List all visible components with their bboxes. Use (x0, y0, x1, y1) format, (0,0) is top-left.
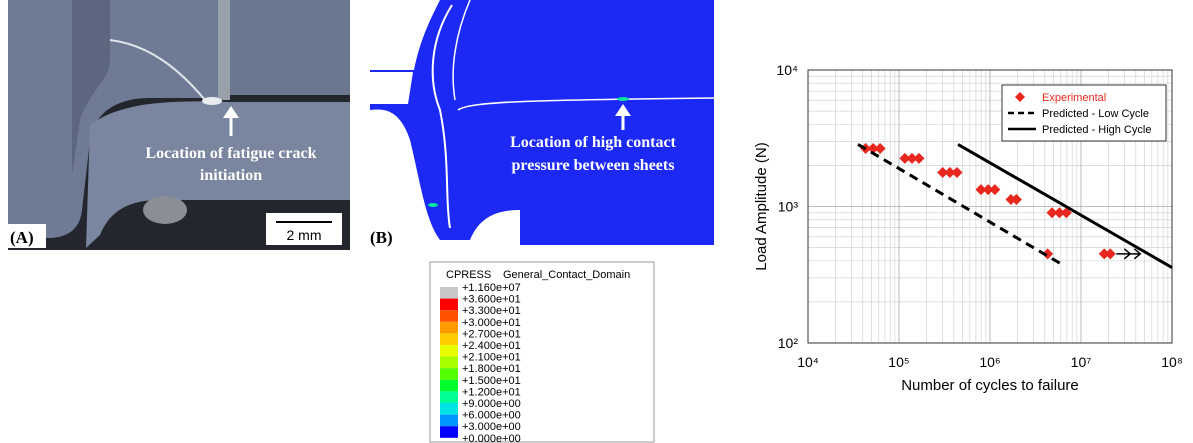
rivet-head (72, 0, 110, 175)
annotation: Location of fatigue crack (145, 145, 316, 162)
data-point (913, 152, 925, 164)
level-label: +3.000e+00 (462, 421, 521, 433)
level-label: +1.160e+07 (462, 282, 521, 294)
color-band (440, 379, 458, 392)
upper-sheet-right (230, 0, 350, 95)
level-label: +9.000e+00 (462, 398, 521, 410)
x-axis-title: Number of cycles to failure (901, 377, 1079, 394)
data-point (1046, 207, 1058, 219)
legend-label: Predicted - Low Cycle (1042, 108, 1149, 120)
gap (370, 72, 413, 104)
data-point (867, 143, 879, 155)
annotation: initiation (200, 167, 262, 184)
x-tick-label: 10⁵ (888, 354, 909, 370)
color-band (440, 368, 458, 380)
panel-label: (A) (10, 228, 34, 247)
legend-marker (1015, 92, 1025, 102)
color-band (440, 426, 458, 438)
line-series (857, 143, 1063, 266)
panel-a: Location of fatigue crack initiation 2 m… (8, 0, 350, 250)
contact-hotspot (617, 97, 629, 101)
level-label: +6.000e+00 (462, 410, 521, 422)
weld-seam (218, 0, 230, 100)
interface (109, 39, 206, 101)
crack-site (202, 97, 222, 105)
level-label: +3.600e+01 (462, 294, 521, 306)
interface (452, 0, 471, 101)
color-band (440, 345, 458, 357)
level-label: +2.700e+01 (462, 328, 521, 340)
color-band (440, 403, 458, 415)
level-label: +2.400e+01 (462, 340, 521, 352)
fea-mesh (370, 0, 714, 245)
annotation: pressure between sheets (512, 157, 675, 174)
data-point (989, 184, 1001, 196)
panel-label: (B) (370, 228, 393, 247)
label-box (8, 224, 46, 248)
contour-legend: CPRESS General_Contact_Domain +1.160e+07… (429, 261, 655, 443)
color-band (440, 391, 458, 403)
interface (457, 97, 715, 111)
arrow-head (615, 104, 631, 116)
runout-arrow (1116, 248, 1142, 260)
x-tick-label: 10⁶ (979, 354, 1000, 370)
line-series (957, 143, 1173, 269)
color-band (440, 287, 458, 299)
color-band (440, 333, 458, 345)
level-label: +3.000e+01 (462, 317, 521, 329)
interface (431, 4, 453, 229)
data-point (899, 152, 911, 164)
panel-b: Location of high contact pressure betwee… (370, 0, 715, 247)
data-point (951, 166, 963, 178)
level-label: +0.000e+00 (462, 433, 521, 443)
scale-bar-label: 2 mm (287, 227, 322, 243)
level-label: +3.300e+01 (462, 305, 521, 317)
color-band (440, 356, 458, 369)
data-point (874, 143, 886, 155)
color-band (440, 298, 458, 311)
data-point (1104, 248, 1116, 260)
level-label: +2.100e+01 (462, 352, 521, 364)
x-tick-label: 10⁴ (797, 354, 819, 370)
lower-sheet (86, 101, 350, 249)
data-point (937, 166, 949, 178)
debris (143, 196, 187, 224)
x-tick-label: 10⁸ (1161, 354, 1183, 370)
chart: 10⁴ 10⁵ 10⁶ 10⁷ 10⁸ 10² 10³ 10⁴ Number of cycles… (753, 62, 1183, 394)
level-label: +1.200e+01 (462, 386, 521, 398)
data-point (1010, 194, 1022, 206)
data-point (1098, 248, 1110, 260)
data-point (975, 184, 987, 196)
arrow-head (223, 106, 239, 118)
contact-hotspot (428, 203, 438, 207)
color-band (440, 414, 458, 427)
legend-domain: General_Contact_Domain (503, 269, 630, 281)
y-tick-label: 10⁴ (776, 62, 798, 78)
scale-bar-box (266, 213, 342, 245)
legend-variable: CPRESS (446, 269, 491, 281)
plot-frame (807, 69, 1173, 344)
level-label: +1.800e+01 (462, 363, 521, 375)
data-point (944, 166, 956, 178)
level-label: +1.500e+01 (462, 375, 521, 387)
y-tick-label: 10³ (778, 199, 799, 215)
x-tick-label: 10⁷ (1071, 354, 1092, 370)
color-band (440, 321, 458, 334)
legend-label: Predicted - High Cycle (1042, 124, 1151, 136)
y-tick-label: 10² (778, 335, 799, 351)
data-point (1053, 207, 1065, 219)
data-point (982, 184, 994, 196)
y-axis-title: Load Amplitude (N) (753, 142, 770, 270)
annotation: Location of high contact (510, 134, 676, 151)
data-point (906, 152, 918, 164)
legend-box (429, 261, 655, 443)
data-point (1042, 248, 1054, 260)
upper-sheet (8, 0, 220, 238)
legend-label: Experimental (1042, 92, 1106, 104)
color-band (440, 310, 458, 322)
